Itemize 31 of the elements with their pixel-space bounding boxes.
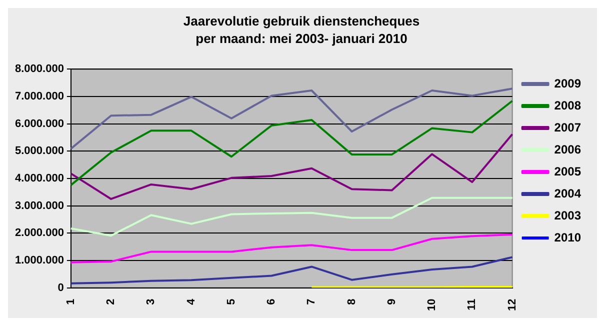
y-tick-label: 2.000.000: [15, 227, 64, 240]
y-tick-label: 5.000.000: [15, 145, 64, 158]
x-tick-label: 4: [185, 298, 198, 305]
x-tick-label: 9: [386, 298, 398, 305]
y-tick-label: 6.000.000: [15, 118, 64, 130]
y-tick-label: 4.000.000: [15, 172, 64, 185]
x-tick-label: 11: [466, 298, 478, 310]
x-tick-label: 8: [346, 298, 358, 305]
legend-label: 2008: [554, 98, 582, 112]
y-tick-label: 0: [58, 282, 64, 294]
x-tick-label: 7: [306, 298, 318, 305]
legend-label: 2003: [554, 208, 582, 222]
legend-label: 2010: [554, 230, 582, 244]
chart-subtitle: per maand: mei 2003- januari 2010: [196, 30, 408, 46]
legend-label: 2006: [554, 142, 582, 156]
legend-label: 2007: [554, 120, 582, 134]
x-tick-label: 6: [266, 298, 278, 305]
legend-label: 2005: [554, 164, 582, 178]
legend-label: 2004: [554, 186, 582, 200]
x-tick-label: 12: [506, 298, 518, 312]
y-tick-label: 7.000.000: [15, 90, 64, 103]
chart-title: Jaarevolutie gebruik dienstencheques: [183, 13, 420, 28]
legend-label: 2009: [554, 76, 582, 90]
x-tick-label: 5: [225, 298, 238, 305]
y-tick-label: 3.000.000: [15, 200, 64, 212]
x-tick-label: 3: [145, 298, 158, 305]
y-tick-label: 8.000.000: [15, 63, 64, 76]
x-tick-label: 10: [426, 298, 438, 312]
y-tick-label: 1.000.000: [15, 254, 64, 266]
x-tick-label: 1: [64, 298, 77, 305]
x-tick-label: 2: [105, 298, 118, 305]
